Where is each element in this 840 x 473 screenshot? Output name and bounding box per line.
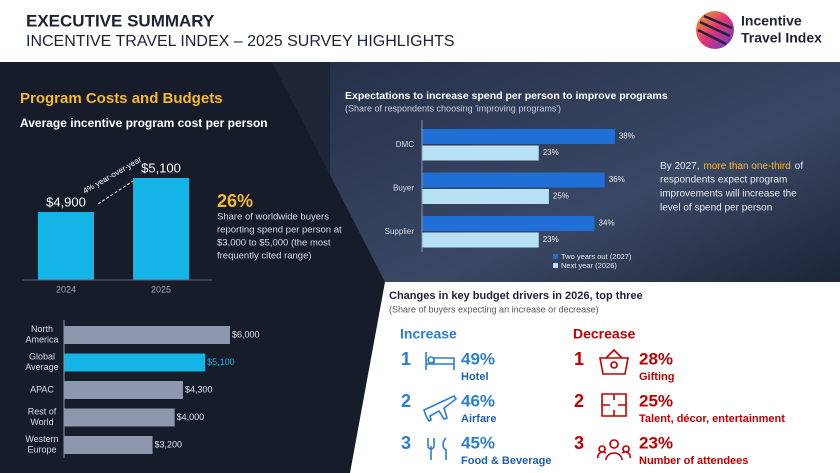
value-label: $4,900: [46, 194, 86, 209]
driver-label: Food & Beverage: [461, 455, 551, 467]
bar: [422, 216, 595, 231]
driver-label: Number of attendees: [639, 455, 748, 467]
driver-value: 45%: [461, 433, 495, 452]
value-label: $4,000: [177, 412, 205, 422]
y-tick-label: Supplier: [385, 227, 415, 236]
rank: 3: [574, 433, 584, 453]
page-subtitle: INCENTIVE TRAVEL INDEX – 2025 SURVEY HIG…: [26, 33, 455, 50]
callout-text: improvements will increase the: [660, 189, 797, 200]
value-label: 25%: [553, 192, 569, 201]
y-tick-label: Buyer: [393, 184, 414, 193]
y-tick-label: North America: [25, 324, 58, 344]
bar: [133, 178, 189, 280]
rank: 1: [574, 349, 584, 369]
legend-label: Two years out (2027): [561, 252, 632, 261]
y-tick-label: Global Average: [25, 352, 58, 372]
driver-label: Gifting: [639, 371, 674, 383]
logo-text: Travel Index: [741, 30, 822, 46]
bar: [64, 326, 230, 344]
logo-text: Incentive: [741, 13, 802, 29]
y-tick-label: Rest of World: [28, 407, 57, 427]
photo-area: [330, 62, 840, 282]
bar: [38, 212, 94, 280]
bar: [64, 353, 206, 372]
bar: [422, 172, 605, 188]
bar: [422, 189, 549, 204]
icons-decrease: [597, 348, 631, 461]
rank: 2: [401, 391, 411, 411]
callout-text: By 2027, more than one-third of: [660, 161, 803, 172]
callout-segment: By 2027,: [660, 161, 699, 172]
stat-text: $3,000 to $5,000 (the most: [217, 238, 331, 249]
driver-label: Hotel: [461, 371, 489, 383]
stat-text: frequently cited range): [217, 251, 312, 262]
y-tick-label: DMC: [396, 140, 414, 149]
rank: 3: [401, 433, 411, 453]
logo-stripes: [697, 14, 733, 46]
value-label: $5,100: [141, 160, 181, 175]
legend-label: Next year (2026): [561, 261, 617, 270]
column-heading: Increase: [400, 326, 457, 342]
chart-title: Average incentive program cost per perso…: [20, 116, 268, 130]
callout-text: respondents expect program: [660, 175, 787, 186]
bar: [64, 408, 175, 427]
driver-value: 23%: [639, 433, 673, 452]
annotation-line: [97, 180, 134, 205]
value-label: 23%: [543, 235, 559, 244]
chart-subtitle: (Share of respondents choosing 'improvin…: [345, 103, 561, 113]
value-label: 38%: [619, 132, 635, 141]
drivers-title: Changes in key budget drivers in 2026, t…: [389, 290, 643, 302]
section-title: Program Costs and Budgets: [20, 90, 223, 107]
value-label: $6,000: [232, 329, 260, 339]
driver-value: 25%: [639, 391, 673, 410]
legend-swatch: [553, 263, 558, 268]
rank: 1: [401, 349, 411, 369]
value-label: $5,100: [207, 357, 235, 367]
callout-text: level of spend per person: [660, 203, 772, 214]
x-tick-label: 2024: [56, 284, 76, 294]
rank: 2: [574, 391, 584, 411]
stat-text: reporting spend per person at: [217, 225, 342, 236]
stat-value: 26%: [217, 191, 253, 211]
stat-text: Share of worldwide buyers: [217, 212, 329, 223]
bar: [422, 232, 539, 248]
y-tick-label: Western Europe: [25, 434, 58, 454]
value-label: $3,200: [155, 439, 183, 449]
column-heading: Decrease: [573, 326, 635, 342]
x-tick-label: 2025: [151, 284, 171, 294]
driver-label: Talent, décor, entertainment: [639, 413, 785, 425]
legend-swatch: [553, 254, 558, 259]
callout-segment: of: [795, 161, 804, 172]
driver-label: Airfare: [461, 413, 496, 425]
value-label: 36%: [609, 175, 625, 184]
driver-value: 49%: [461, 349, 495, 368]
value-label: 34%: [599, 219, 615, 228]
drivers-panel: [350, 282, 840, 473]
bar: [64, 381, 183, 399]
bar: [64, 436, 153, 454]
chart-title: Expectations to increase spend per perso…: [345, 90, 668, 102]
driver-value: 46%: [461, 391, 495, 410]
driver-value: 28%: [639, 349, 673, 368]
value-label: 23%: [543, 148, 559, 157]
drivers-subtitle: (Share of buyers expecting an increase o…: [389, 304, 599, 314]
page-title: EXECUTIVE SUMMARY: [26, 11, 215, 30]
y-tick-label: APAC: [30, 384, 54, 394]
value-label: $4,300: [185, 384, 213, 394]
callout-segment: more than one-third: [703, 161, 790, 172]
icons-increase: [423, 352, 458, 460]
bar: [422, 129, 615, 144]
bar: [422, 145, 539, 161]
